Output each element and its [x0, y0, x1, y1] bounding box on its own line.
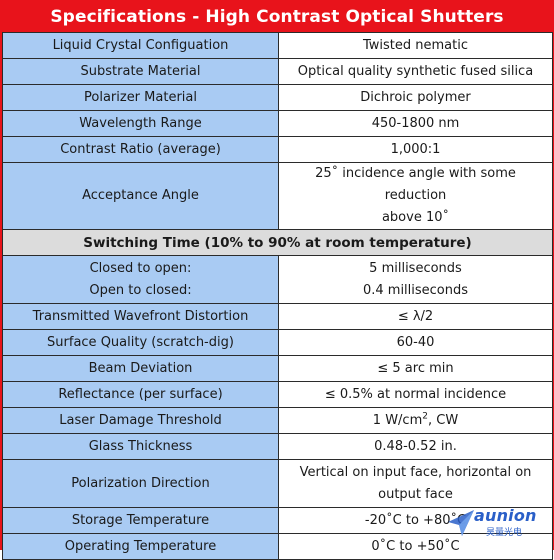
table-row: Polarization Direction Vertical on input…	[2, 459, 553, 508]
table-row: Storage Temperature -20˚C to +80˚C	[2, 507, 553, 534]
spec-value-line: output face	[378, 486, 453, 502]
logo-name: aunion	[474, 506, 537, 525]
spec-value: 5 milliseconds 0.4 milliseconds	[278, 255, 553, 304]
spec-label: Closed to open: Open to closed:	[2, 255, 279, 304]
table-row: Wavelength Range 450-1800 nm	[2, 110, 553, 137]
spec-label: Beam Deviation	[2, 355, 279, 382]
spec-value: Vertical on input face, horizontal on ou…	[278, 459, 553, 508]
spec-label: Transmitted Wavefront Distortion	[2, 303, 279, 330]
table-row: Beam Deviation ≤ 5 arc min	[2, 355, 553, 382]
table-row: Closed to open: Open to closed: 5 millis…	[2, 255, 553, 304]
table-row: Polarizer Material Dichroic polymer	[2, 84, 553, 111]
brand-logo: aunion 昊量光电	[446, 506, 542, 540]
spec-label: Liquid Crystal Configuation	[2, 32, 279, 59]
logo-mark-icon	[448, 510, 474, 536]
switching-label-open: Closed to open:	[89, 260, 192, 276]
spec-label: Operating Temperature	[2, 533, 279, 560]
table-row: Contrast Ratio (average) 1,000:1	[2, 136, 553, 163]
spec-label: Polarizer Material	[2, 84, 279, 111]
spec-value-line: 25˚ incidence angle with some reduction	[315, 166, 516, 203]
table-row: Acceptance Angle 25˚ incidence angle wit…	[2, 162, 553, 230]
spec-value: 450-1800 nm	[278, 110, 553, 137]
spec-label: Laser Damage Threshold	[2, 407, 279, 434]
switching-value-close: 0.4 milliseconds	[362, 282, 469, 298]
spec-label: Storage Temperature	[2, 507, 279, 534]
spec-value-line: Vertical on input face, horizontal on	[299, 464, 532, 480]
spec-value: Optical quality synthetic fused silica	[278, 58, 553, 85]
spec-value: Twisted nematic	[278, 32, 553, 59]
spec-table: Liquid Crystal Configuation Twisted nema…	[2, 32, 553, 560]
table-row: Surface Quality (scratch-dig) 60-40	[2, 329, 553, 356]
table-row: Laser Damage Threshold 1 W/cm2, CW	[2, 407, 553, 434]
table-row: Substrate Material Optical quality synth…	[2, 58, 553, 85]
spec-label: Surface Quality (scratch-dig)	[2, 329, 279, 356]
spec-value: ≤ 5 arc min	[278, 355, 553, 382]
table-row: Reflectance (per surface) ≤ 0.5% at norm…	[2, 381, 553, 408]
spec-value: 1,000:1	[278, 136, 553, 163]
switching-label-close: Open to closed:	[89, 282, 192, 298]
switching-value-open: 5 milliseconds	[369, 260, 462, 276]
spec-label: Reflectance (per surface)	[2, 381, 279, 408]
damage-exponent: 2	[422, 411, 428, 422]
table-row: Transmitted Wavefront Distortion ≤ λ/2	[2, 303, 553, 330]
damage-value: 1 W/cm	[372, 412, 423, 428]
logo-name-cn: 昊量光电	[486, 528, 523, 538]
spec-value: Dichroic polymer	[278, 84, 553, 111]
spec-value: 0.48-0.52 in.	[278, 433, 553, 460]
table-title: Specifications - High Contrast Optical S…	[2, 2, 552, 32]
spec-value: -20˚C to +80˚C	[278, 507, 553, 534]
spec-label: Wavelength Range	[2, 110, 279, 137]
spec-value: 1 W/cm2, CW	[278, 407, 553, 434]
spec-label: Contrast Ratio (average)	[2, 136, 279, 163]
spec-value-line: above 10˚	[381, 210, 450, 225]
spec-value: ≤ λ/2	[278, 303, 553, 330]
section-header: Switching Time (10% to 90% at room tempe…	[2, 229, 553, 256]
damage-suffix: , CW	[427, 412, 459, 428]
spec-label: Polarization Direction	[2, 459, 279, 508]
spec-value: 60-40	[278, 329, 553, 356]
spec-label: Glass Thickness	[2, 433, 279, 460]
table-row: Glass Thickness 0.48-0.52 in.	[2, 433, 553, 460]
section-row: Switching Time (10% to 90% at room tempe…	[2, 229, 553, 256]
spec-label: Acceptance Angle	[2, 162, 279, 230]
spec-value: 25˚ incidence angle with some reduction …	[278, 162, 553, 230]
spec-value: ≤ 0.5% at normal incidence	[278, 381, 553, 408]
spec-label: Substrate Material	[2, 58, 279, 85]
table-row: Liquid Crystal Configuation Twisted nema…	[2, 32, 553, 59]
